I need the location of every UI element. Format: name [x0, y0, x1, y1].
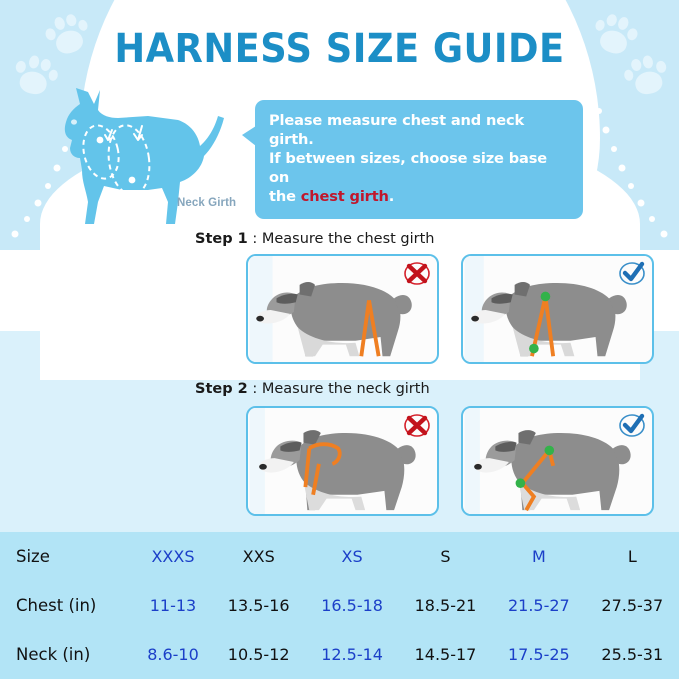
callout-line-3-suffix: .: [388, 188, 395, 205]
measure-point-marker: [529, 343, 539, 354]
chest-cell-xxs: 13.5-16: [227, 596, 290, 615]
measure-point-marker: [544, 445, 555, 456]
step-1-separator: :: [247, 231, 262, 247]
neck-cell-xxxs: 8.6-10: [147, 645, 199, 664]
step-1-correct-panel: [461, 254, 654, 364]
step-2-text: Measure the neck girth: [261, 381, 430, 397]
chest-cell-xxxs: 11-13: [149, 596, 197, 615]
size-cell-m: M: [531, 547, 546, 566]
chest-cell-s: 18.5-21: [414, 596, 477, 615]
size-cell-s: S: [440, 547, 451, 566]
instruction-callout: Please measure chest and neck girth. If …: [242, 100, 583, 219]
callout-line-1: Please measure chest and neck girth.: [269, 112, 525, 148]
dog-measurement-diagram: Neck Girth Chest Girth: [52, 78, 252, 247]
dog-photo-chest-incorrect: [249, 256, 436, 362]
callout-line-2: If between sizes, choose size base on: [269, 150, 548, 186]
step-2-separator: :: [247, 381, 262, 397]
neck-girth-label: Neck Girth: [177, 197, 237, 209]
row-header-chest: Chest (in): [16, 596, 97, 615]
table-row-neck: Neck (in) 8.6-10 10.5-12 12.5-14 14.5-17…: [0, 630, 679, 679]
size-cell-l: L: [627, 547, 637, 566]
background-band-table: [0, 532, 679, 679]
step-1-incorrect-panel: [246, 254, 439, 364]
size-cell-xxxs: XXXS: [151, 547, 195, 566]
neck-cell-l: 25.5-31: [601, 645, 664, 664]
dog-silhouette-icon: [64, 88, 224, 224]
row-header-neck: Neck (in): [16, 645, 91, 664]
callout-line-3-prefix: the: [269, 188, 301, 205]
chest-cell-l: 27.5-37: [601, 596, 664, 615]
step-2-heading: Step 2 : Measure the neck girth: [195, 381, 430, 397]
step-1-heading: Step 1 : Measure the chest girth: [195, 231, 434, 247]
step-1-text: Measure the chest girth: [261, 231, 435, 247]
table-row-size: Size XXXS XXS XS S M L: [0, 532, 679, 581]
red-x-icon: [404, 414, 430, 437]
callout-highlight: chest girth: [300, 188, 389, 205]
blue-check-icon: [619, 261, 645, 285]
neck-cell-xs: 12.5-14: [321, 645, 383, 664]
row-header-size: Size: [16, 547, 50, 566]
chest-cell-xs: 16.5-18: [321, 596, 383, 615]
chest-cell-m: 21.5-27: [507, 596, 570, 615]
neck-cell-s: 14.5-17: [414, 645, 477, 664]
step-1-number: Step 1: [195, 231, 248, 247]
measure-point-marker: [515, 478, 526, 488]
size-chart-table: Size XXXS XXS XS S M L Chest (in) 11-13 …: [0, 532, 679, 679]
page-title: HARNESS SIZE GUIDE: [114, 26, 565, 72]
chest-girth-label: Chest Girth: [186, 233, 253, 247]
table-row-chest: Chest (in) 11-13 13.5-16 16.5-18 18.5-21…: [0, 581, 679, 630]
step-2-correct-panel: [461, 406, 654, 516]
size-cell-xxs: XXS: [242, 547, 275, 566]
step-2-incorrect-panel: [246, 406, 439, 516]
blue-check-icon: [619, 413, 645, 437]
red-x-icon: [404, 262, 430, 285]
neck-cell-xxs: 10.5-12: [227, 645, 290, 664]
size-cell-xs: XS: [341, 547, 363, 566]
neck-cell-m: 17.5-25: [507, 645, 570, 664]
step-2-number: Step 2: [195, 381, 248, 397]
dotted-arc-right: [483, 14, 668, 238]
measure-point-marker: [540, 291, 551, 302]
